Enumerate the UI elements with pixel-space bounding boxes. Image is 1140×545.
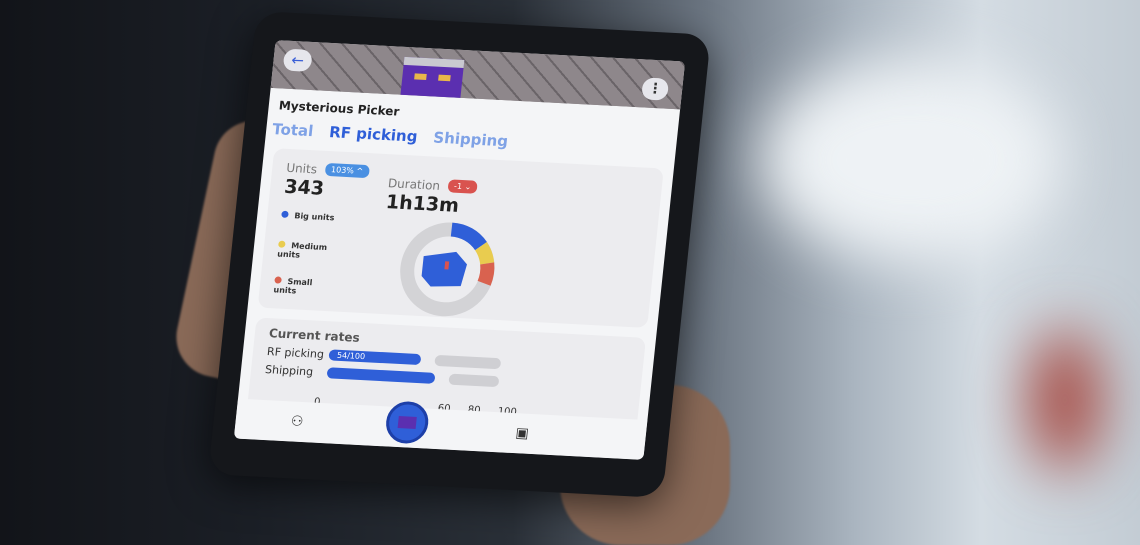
avatar [400,56,465,98]
units-label: Units [285,160,318,177]
team-icon[interactable]: ⚇ [289,413,305,431]
more-vertical-icon[interactable]: ⋮ [640,77,670,101]
tab-shipping[interactable]: Shipping [432,128,509,151]
units-badge: 103% ^ [324,162,370,179]
duration-label: Duration [387,176,441,193]
units-donut [400,222,495,317]
donut-medium [474,242,495,265]
background-object [1030,330,1100,470]
legend-medium: Medium units [276,240,328,260]
box-icon[interactable]: ▣ [514,425,530,442]
duration-badge: -1 ⌄ [447,179,478,194]
units-value: 343 [283,175,326,200]
donut-small [477,262,495,286]
summary-card: Units 103% ^ 343 Duration -1 ⌄ 1h13m Big u… [257,148,664,328]
legend-small: Small units [273,276,313,296]
app-screen: ← ⋮ Mysterious Picker Total RF picking S… [233,40,686,460]
arrow-left-icon[interactable]: ← [282,48,313,72]
tablet: ← ⋮ Mysterious Picker Total RF picking S… [207,11,712,498]
duration-value: 1h13m [384,191,461,217]
donut-big [450,222,487,251]
rf-progress: 54/100 [328,349,422,366]
tab-total[interactable]: Total [271,120,315,141]
legend-big: Big units [281,210,335,222]
tab-rf-picking[interactable]: RF picking [328,123,419,146]
background-light [760,60,1060,260]
shipping-progress [326,367,436,384]
box-icon [421,251,467,287]
